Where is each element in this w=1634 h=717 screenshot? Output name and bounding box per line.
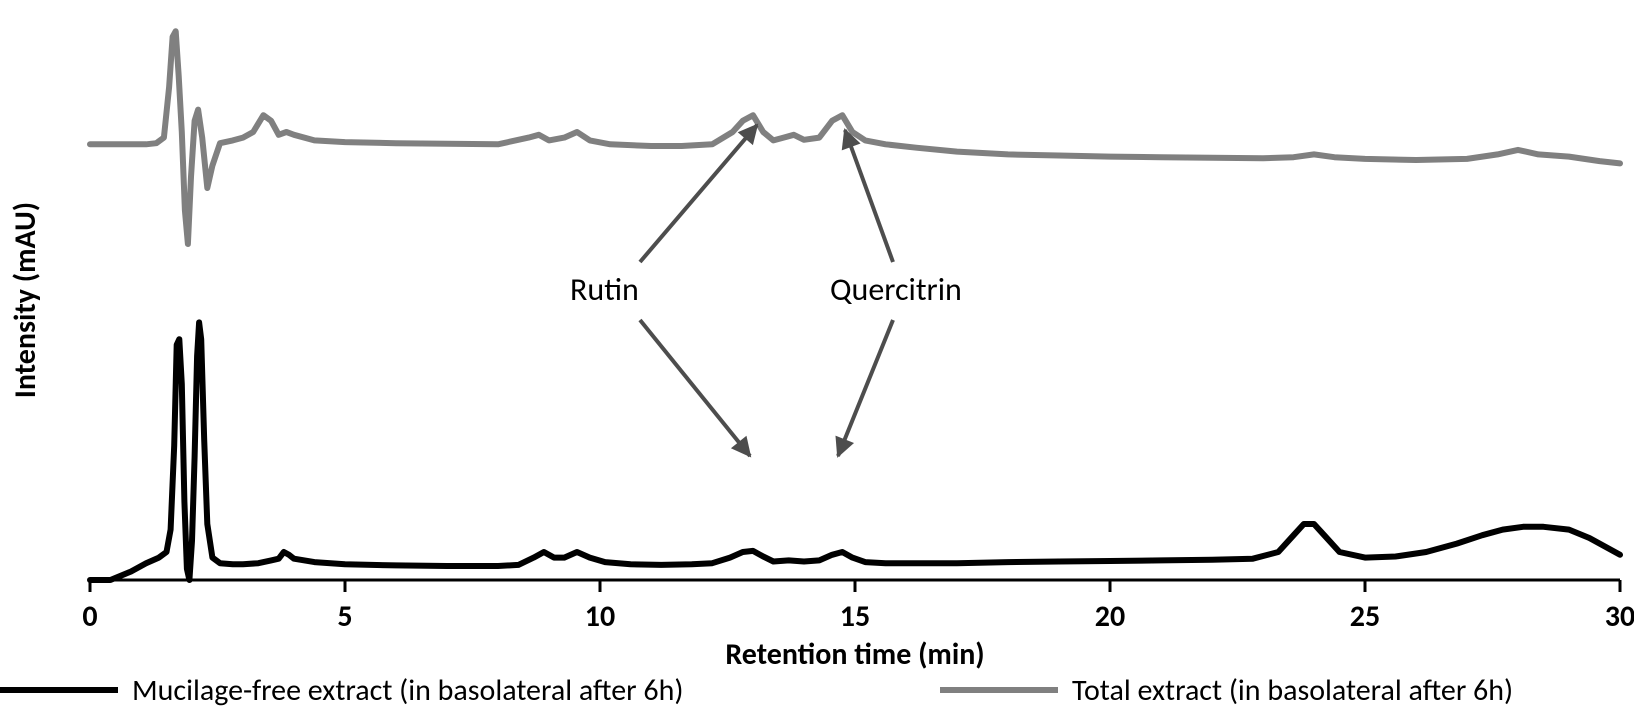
legend-label-total: Total extract (in basolateral after 6h) bbox=[1072, 672, 1513, 709]
annotation-arrow bbox=[640, 320, 750, 456]
x-tick-label: 25 bbox=[1350, 598, 1380, 635]
annotation-arrow bbox=[838, 320, 893, 456]
x-tick-label: 20 bbox=[1095, 598, 1125, 635]
peak-label-rutin: Rutin bbox=[570, 270, 639, 309]
x-axis-label: Retention time (min) bbox=[725, 636, 984, 673]
chart-svg: 0 5 10 15 20 25 30 Retention time (min) Intensit… bbox=[0, 0, 1634, 717]
peak-label-quercitrin: Quercitrin bbox=[830, 270, 962, 309]
y-axis-label: Intensity (mAU) bbox=[7, 202, 44, 398]
x-tick-label: 30 bbox=[1605, 598, 1634, 635]
series-mucilage_free bbox=[90, 322, 1620, 580]
legend-label-mucilage_free: Mucilage-free extract (in basolateral af… bbox=[132, 672, 683, 709]
annotation-arrow bbox=[845, 130, 893, 262]
chromatogram-chart: 0 5 10 15 20 25 30 Retention time (min) Intensit… bbox=[0, 0, 1634, 717]
x-tick-label: 0 bbox=[82, 598, 97, 635]
series-total bbox=[90, 31, 1620, 244]
x-tick-label: 10 bbox=[585, 598, 615, 635]
x-tick-label: 5 bbox=[337, 598, 352, 635]
x-tick-label: 15 bbox=[840, 598, 870, 635]
